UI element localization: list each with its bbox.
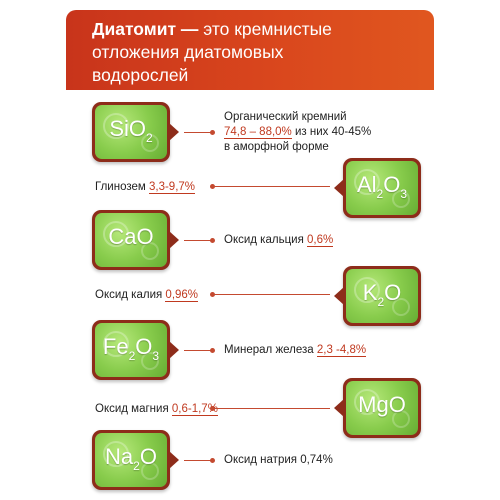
label-fe2o3: Минерал железа 2,3 -4,8% <box>224 344 367 357</box>
header-title-line1: это кремнистые <box>198 19 332 39</box>
leaf-texture-icon <box>95 433 167 487</box>
connector-line <box>214 408 330 409</box>
header-title-bold: Диатомит — <box>92 19 199 39</box>
highlight-value: 2,3 -4,8% <box>316 344 367 357</box>
leaf-texture-icon <box>95 105 167 159</box>
leaf-texture-icon <box>95 213 167 267</box>
label-sio2: Органический кремний 74,8 – 88,0% из них… <box>224 111 372 153</box>
badge-fe2o3: Fe2O3 <box>92 320 179 380</box>
connector-line <box>184 132 212 133</box>
label-k2o: Оксид калия 0,96% <box>95 289 199 302</box>
formula-k2o: K2O <box>362 280 402 309</box>
label-al2o3: Глинозем 3,3-9,7% <box>95 181 196 194</box>
formula-cao: CaO <box>108 224 154 249</box>
connector-dot <box>210 184 215 189</box>
label-mgo: Оксид магния 0,6-1,7% <box>95 403 218 416</box>
highlight-value: 0,6-1,7% <box>171 403 218 416</box>
formula-fe2o3: Fe2O3 <box>102 334 160 363</box>
badge-al2o3: Al2O3 <box>334 158 421 218</box>
label-cao: Оксид кальция 0,6% <box>224 234 334 247</box>
badge-na2o: Na2O <box>92 430 179 490</box>
header-title-line2: отложения диатомовых <box>92 42 284 62</box>
connector-dot <box>210 458 215 463</box>
header-title-line3: водорослей <box>92 65 189 85</box>
badge-sio2: SiO2 <box>92 102 179 162</box>
header-banner: Диатомит — это кремнистые отложения диат… <box>66 10 434 90</box>
connector-line <box>214 186 330 187</box>
leaf-texture-icon <box>346 269 418 323</box>
formula-mgo: MgO <box>358 392 406 417</box>
connector-dot <box>210 406 215 411</box>
highlight-value: 74,8 – 88,0% <box>224 126 292 139</box>
connector-dot <box>210 238 215 243</box>
badge-k2o: K2O <box>334 266 421 326</box>
badge-cao: CaO <box>92 210 179 270</box>
connector-line <box>184 460 212 461</box>
connector-dot <box>210 292 215 297</box>
label-na2o: Оксид натрия 0,74% <box>224 454 333 466</box>
connector-dot <box>210 130 215 135</box>
badge-mgo: MgO <box>334 378 421 438</box>
connector-dot <box>210 348 215 353</box>
leaf-texture-icon <box>346 161 418 215</box>
connector-line <box>184 350 212 351</box>
formula-sio2: SiO2 <box>109 116 153 145</box>
highlight-value: 0,6% <box>307 234 334 247</box>
highlight-value: 3,3-9,7% <box>148 181 196 194</box>
connector-line <box>214 294 330 295</box>
highlight-value: 0,96% <box>165 289 199 302</box>
formula-na2o: Na2O <box>105 444 157 473</box>
leaf-texture-icon <box>95 323 167 377</box>
formula-al2o3: Al2O3 <box>356 172 408 201</box>
leaf-texture-icon <box>346 381 418 435</box>
connector-line <box>184 240 212 241</box>
